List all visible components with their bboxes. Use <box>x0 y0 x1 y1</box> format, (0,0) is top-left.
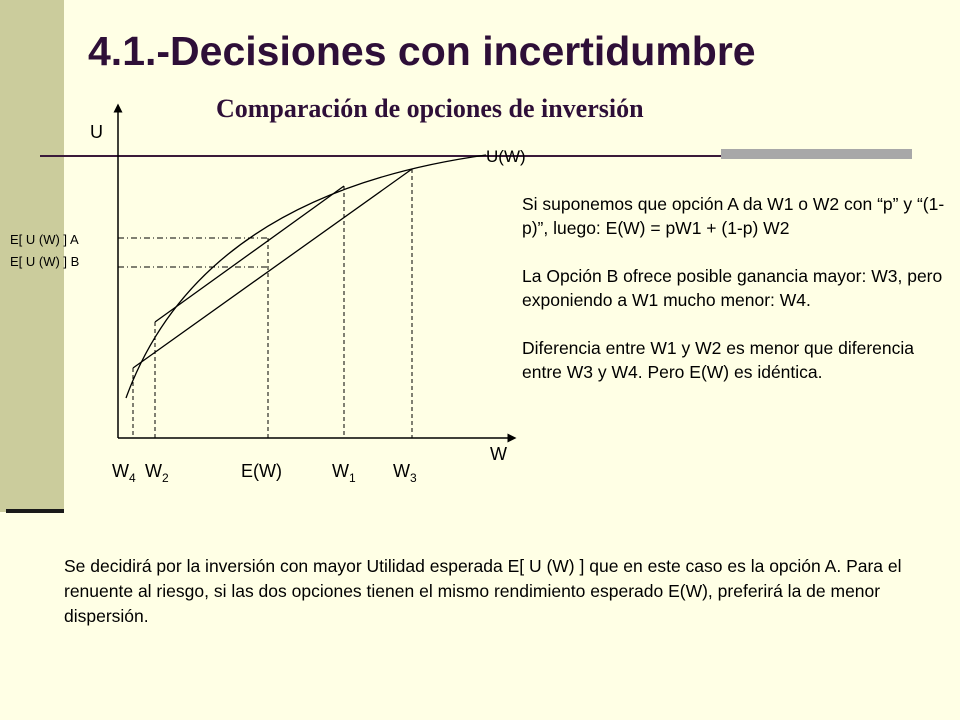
chord-option-a <box>154 185 345 323</box>
y-axis-label: U <box>90 122 103 142</box>
conclusion-text: Se decidirá por la inversión con mayor U… <box>64 556 902 626</box>
tick-w3: W3 <box>393 461 417 485</box>
tick-ew: E(W) <box>241 461 282 481</box>
tick-w4-base: W <box>112 461 129 481</box>
slide-title: 4.1.-Decisiones con incertidumbre <box>88 28 756 74</box>
tick-w1: W1 <box>332 461 356 485</box>
eu-b-label: E[ U (W) ] B <box>10 254 79 269</box>
tick-w1-base: W <box>332 461 349 481</box>
tick-w1-sub: 1 <box>349 471 356 485</box>
tick-w2-sub: 2 <box>162 471 169 485</box>
explanation-para-1: Si suponemos que opción A da W1 o W2 con… <box>522 194 945 238</box>
tick-w4: W4 <box>112 461 136 485</box>
tick-w4-sub: 4 <box>129 471 136 485</box>
tick-w3-sub: 3 <box>410 471 417 485</box>
sidebar-band <box>0 0 64 512</box>
tick-w3-base: W <box>393 461 410 481</box>
eu-a-label: E[ U (W) ] A <box>10 232 79 247</box>
accent-bar <box>721 149 912 159</box>
slide-subtitle: Comparación de opciones de inversión <box>216 94 644 123</box>
tick-w2-base: W <box>145 461 162 481</box>
chord-option-b <box>132 168 413 369</box>
utility-curve <box>125 154 487 399</box>
curve-label: U(W) <box>486 147 526 166</box>
tick-w2: W2 <box>145 461 169 485</box>
explanation-para-2: La Opción B ofrece posible ganancia mayo… <box>522 266 943 310</box>
x-axis-label: W <box>490 444 507 464</box>
sidebar-foot-rule <box>6 509 64 513</box>
explanation-text: Si suponemos que opción A da W1 o W2 con… <box>522 192 952 408</box>
tick-ew-base: E(W) <box>241 461 282 481</box>
explanation-para-3: Diferencia entre W1 y W2 es menor que di… <box>522 338 914 382</box>
